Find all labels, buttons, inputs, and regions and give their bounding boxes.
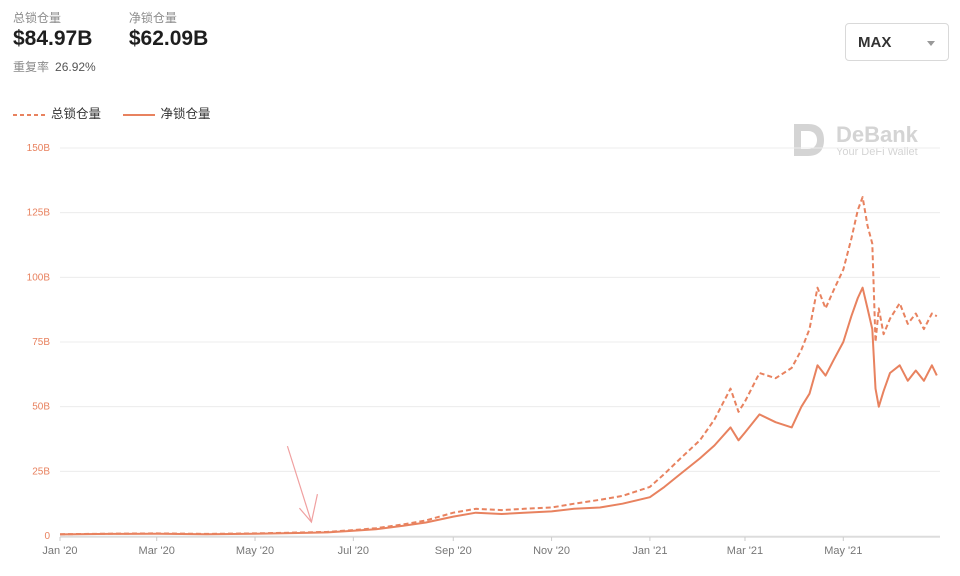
overlap-rate-value: 26.92% [55,60,96,74]
x-tick-label: Jan '20 [42,545,77,557]
x-tick-label: Jul '20 [338,545,369,557]
legend-label-net-tvl: 净锁仓量 [160,107,211,121]
legend-item-net-tvl[interactable]: 净锁仓量 [122,103,211,122]
tvl-stat: 总锁仓量 $84.97B [13,10,92,52]
y-tick-label: 0 [44,531,50,542]
watermark-tagline: Your DeFi Wallet [836,146,918,158]
x-tick-label: Mar '20 [139,545,175,557]
x-tick-label: Jan '21 [632,545,667,557]
y-tick-label: 25B [32,466,50,477]
annotation-arrow-shaft [286,445,313,523]
net-tvl-value: $62.09B [128,27,209,50]
x-tick-label: Sep '20 [435,545,472,557]
stats-panel: 总锁仓量 $84.97B 净锁仓量 $62.09B [13,10,240,52]
tvl-value: $84.97B [13,27,93,50]
time-range-value: MAX [858,34,892,51]
y-tick-label: 100B [27,272,51,283]
overlap-rate: 重复率 26.92% [13,58,96,75]
watermark-brand: DeBank [836,122,918,147]
solid-line-icon [122,113,155,116]
y-tick-label: 50B [32,402,50,413]
y-tick-label: 75B [32,337,50,348]
net-tvl-label: 净锁仓量 [128,11,177,25]
time-range-select[interactable]: MAX [845,23,949,61]
overlap-rate-label: 重复率 [13,60,50,74]
y-tick-label: 150B [27,143,51,154]
annotation-arrow-head [298,493,319,524]
series-line-tvl [59,196,938,536]
dashed-line-icon [13,113,45,116]
series-line-net-tvl [59,286,938,536]
legend-label-tvl: 总锁仓量 [51,107,102,121]
x-tick-label: Nov '20 [533,545,570,557]
x-tick-label: May '21 [824,545,862,557]
net-tvl-stat: 净锁仓量 $62.09B [129,10,208,52]
x-tick-label: Mar '21 [727,545,763,557]
tvl-label: 总锁仓量 [13,11,62,25]
chart-legend: 总锁仓量 净锁仓量 [13,103,229,122]
x-tick-label: May '20 [236,545,274,557]
y-tick-label: 125B [27,208,51,219]
chevron-down-icon [927,41,935,46]
legend-item-tvl[interactable]: 总锁仓量 [13,103,101,122]
